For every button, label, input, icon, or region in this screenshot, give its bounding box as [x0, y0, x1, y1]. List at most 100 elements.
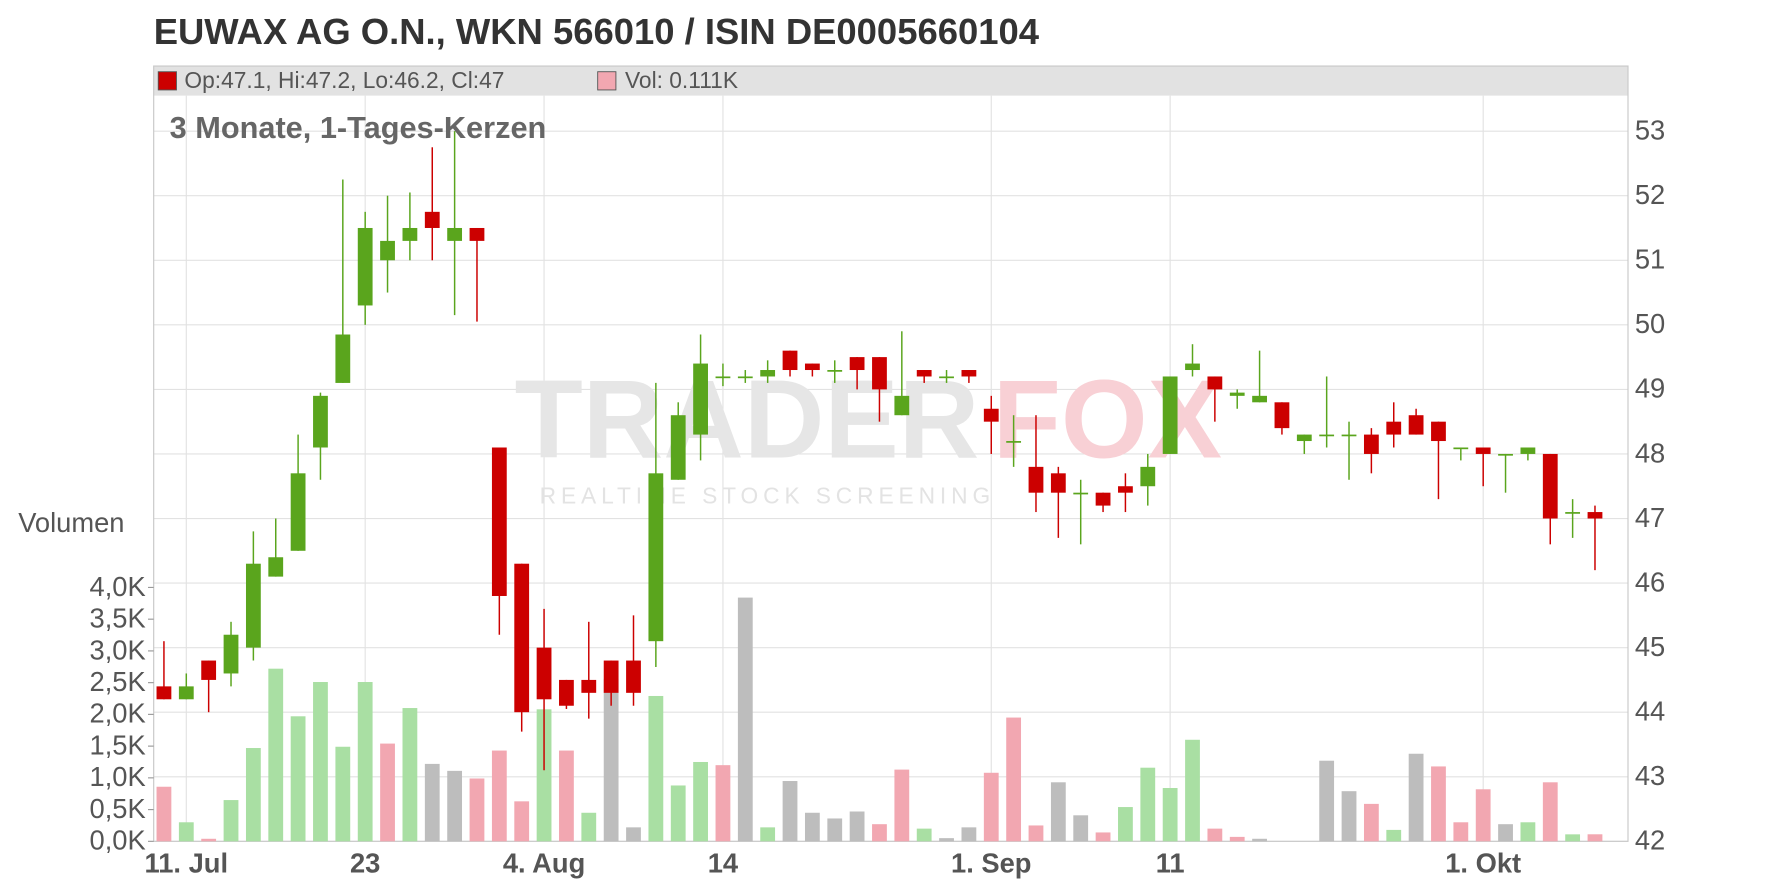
candle-body — [1431, 421, 1446, 442]
candle-body — [939, 376, 954, 379]
volume-bar — [1453, 822, 1469, 842]
volume-bar — [1162, 788, 1178, 842]
candle-body — [782, 350, 798, 371]
candle-body — [1542, 453, 1558, 519]
volume-bar — [760, 827, 776, 842]
y-tick-label: 45 — [1635, 631, 1665, 662]
volume-bar — [1006, 717, 1022, 842]
volume-bar — [804, 812, 820, 842]
legend-swatch — [597, 71, 617, 91]
candle-body — [536, 647, 552, 700]
plot-frame — [153, 65, 1629, 842]
legend-volume: Vol: 0.111K — [625, 67, 738, 93]
volume-bar — [872, 824, 887, 842]
x-tick-label: 11. Jul — [145, 847, 229, 878]
candle-body — [916, 370, 932, 377]
candle-body — [1565, 512, 1581, 514]
candle-body — [670, 415, 686, 480]
y2-tick-label: 4,0K — [90, 571, 146, 602]
candle-body — [804, 363, 820, 371]
volume-bar — [849, 811, 865, 842]
candle-body — [402, 227, 418, 241]
volume-bar — [939, 838, 954, 842]
volume-bar — [1431, 766, 1446, 842]
volume-bar — [1229, 836, 1245, 842]
candle-body — [1363, 434, 1379, 454]
candle-body — [1118, 486, 1133, 493]
candle-body — [469, 227, 485, 241]
volume-bar — [626, 827, 641, 842]
volume-bar — [313, 682, 328, 842]
x-tick-label: 1. Sep — [951, 847, 1031, 878]
volume-bar — [268, 668, 284, 842]
x-tick-label: 14 — [708, 847, 739, 878]
candle-body — [380, 240, 395, 261]
candle-body — [447, 227, 463, 241]
candle-body — [983, 408, 999, 422]
volume-bar — [1587, 834, 1603, 842]
candle-body — [1006, 441, 1022, 443]
volume-bar — [670, 785, 686, 842]
volume-bar — [536, 709, 552, 842]
candle-body — [559, 679, 574, 706]
candle-body — [1229, 392, 1245, 396]
volume-bar — [827, 818, 843, 842]
volume-bar — [1319, 760, 1335, 842]
volume-bar — [1363, 803, 1379, 842]
volume-bar — [380, 743, 395, 842]
volume-bar — [559, 750, 574, 842]
x-tick-label: 23 — [350, 847, 380, 878]
candle-body — [872, 357, 887, 390]
volume-bar — [1520, 822, 1536, 842]
candle-body — [156, 686, 172, 700]
candle-body — [1296, 434, 1312, 442]
y-tick-label: 50 — [1635, 308, 1665, 339]
candle-body — [178, 686, 194, 700]
candle-body — [1073, 492, 1089, 495]
volume-bar — [1185, 739, 1200, 842]
volume-bar — [156, 786, 172, 842]
volume-bar — [223, 800, 239, 842]
candle-body — [760, 370, 776, 377]
volume-bar — [1252, 838, 1267, 842]
y-tick-label: 46 — [1635, 566, 1665, 597]
y-tick-label: 51 — [1635, 244, 1665, 275]
candle-body — [1140, 466, 1156, 487]
candle-body — [268, 557, 284, 577]
x-tick-label: 1. Okt — [1445, 847, 1521, 878]
candle-body — [1475, 447, 1491, 454]
volume-bar — [782, 781, 798, 842]
watermark: TRADER — [515, 357, 980, 482]
y-tick-label: 48 — [1635, 437, 1665, 468]
candle-body — [1453, 447, 1469, 450]
volume-axis-label: Volumen — [18, 507, 124, 538]
volume-bar — [983, 772, 999, 842]
candle-body — [223, 634, 239, 674]
legend-swatch — [157, 71, 177, 91]
volume-bar — [715, 765, 731, 842]
volume-bar — [916, 828, 932, 842]
volume-bar — [1050, 782, 1066, 842]
candle-body — [1408, 415, 1424, 435]
y-tick-label: 44 — [1635, 696, 1665, 727]
candle-body — [849, 357, 865, 371]
candle-body — [514, 563, 530, 713]
volume-bar — [693, 761, 708, 842]
volume-bar — [737, 597, 753, 842]
y-tick-label: 47 — [1635, 502, 1665, 533]
candle-body — [1386, 421, 1402, 435]
candle-body — [1274, 402, 1290, 429]
candle-body — [603, 660, 619, 693]
y-tick-label: 42 — [1635, 825, 1665, 856]
volume-bar — [1408, 753, 1424, 842]
candle-body — [1341, 434, 1357, 437]
candle-body — [290, 473, 306, 551]
y-tick-label: 43 — [1635, 760, 1665, 791]
volume-bar — [1475, 789, 1491, 842]
volume-bar — [581, 812, 597, 842]
candle-body — [201, 660, 217, 680]
y2-tick-label: 3,0K — [90, 634, 146, 665]
candle-body — [491, 447, 507, 596]
candle-body — [626, 660, 641, 693]
candle-body — [335, 334, 351, 383]
